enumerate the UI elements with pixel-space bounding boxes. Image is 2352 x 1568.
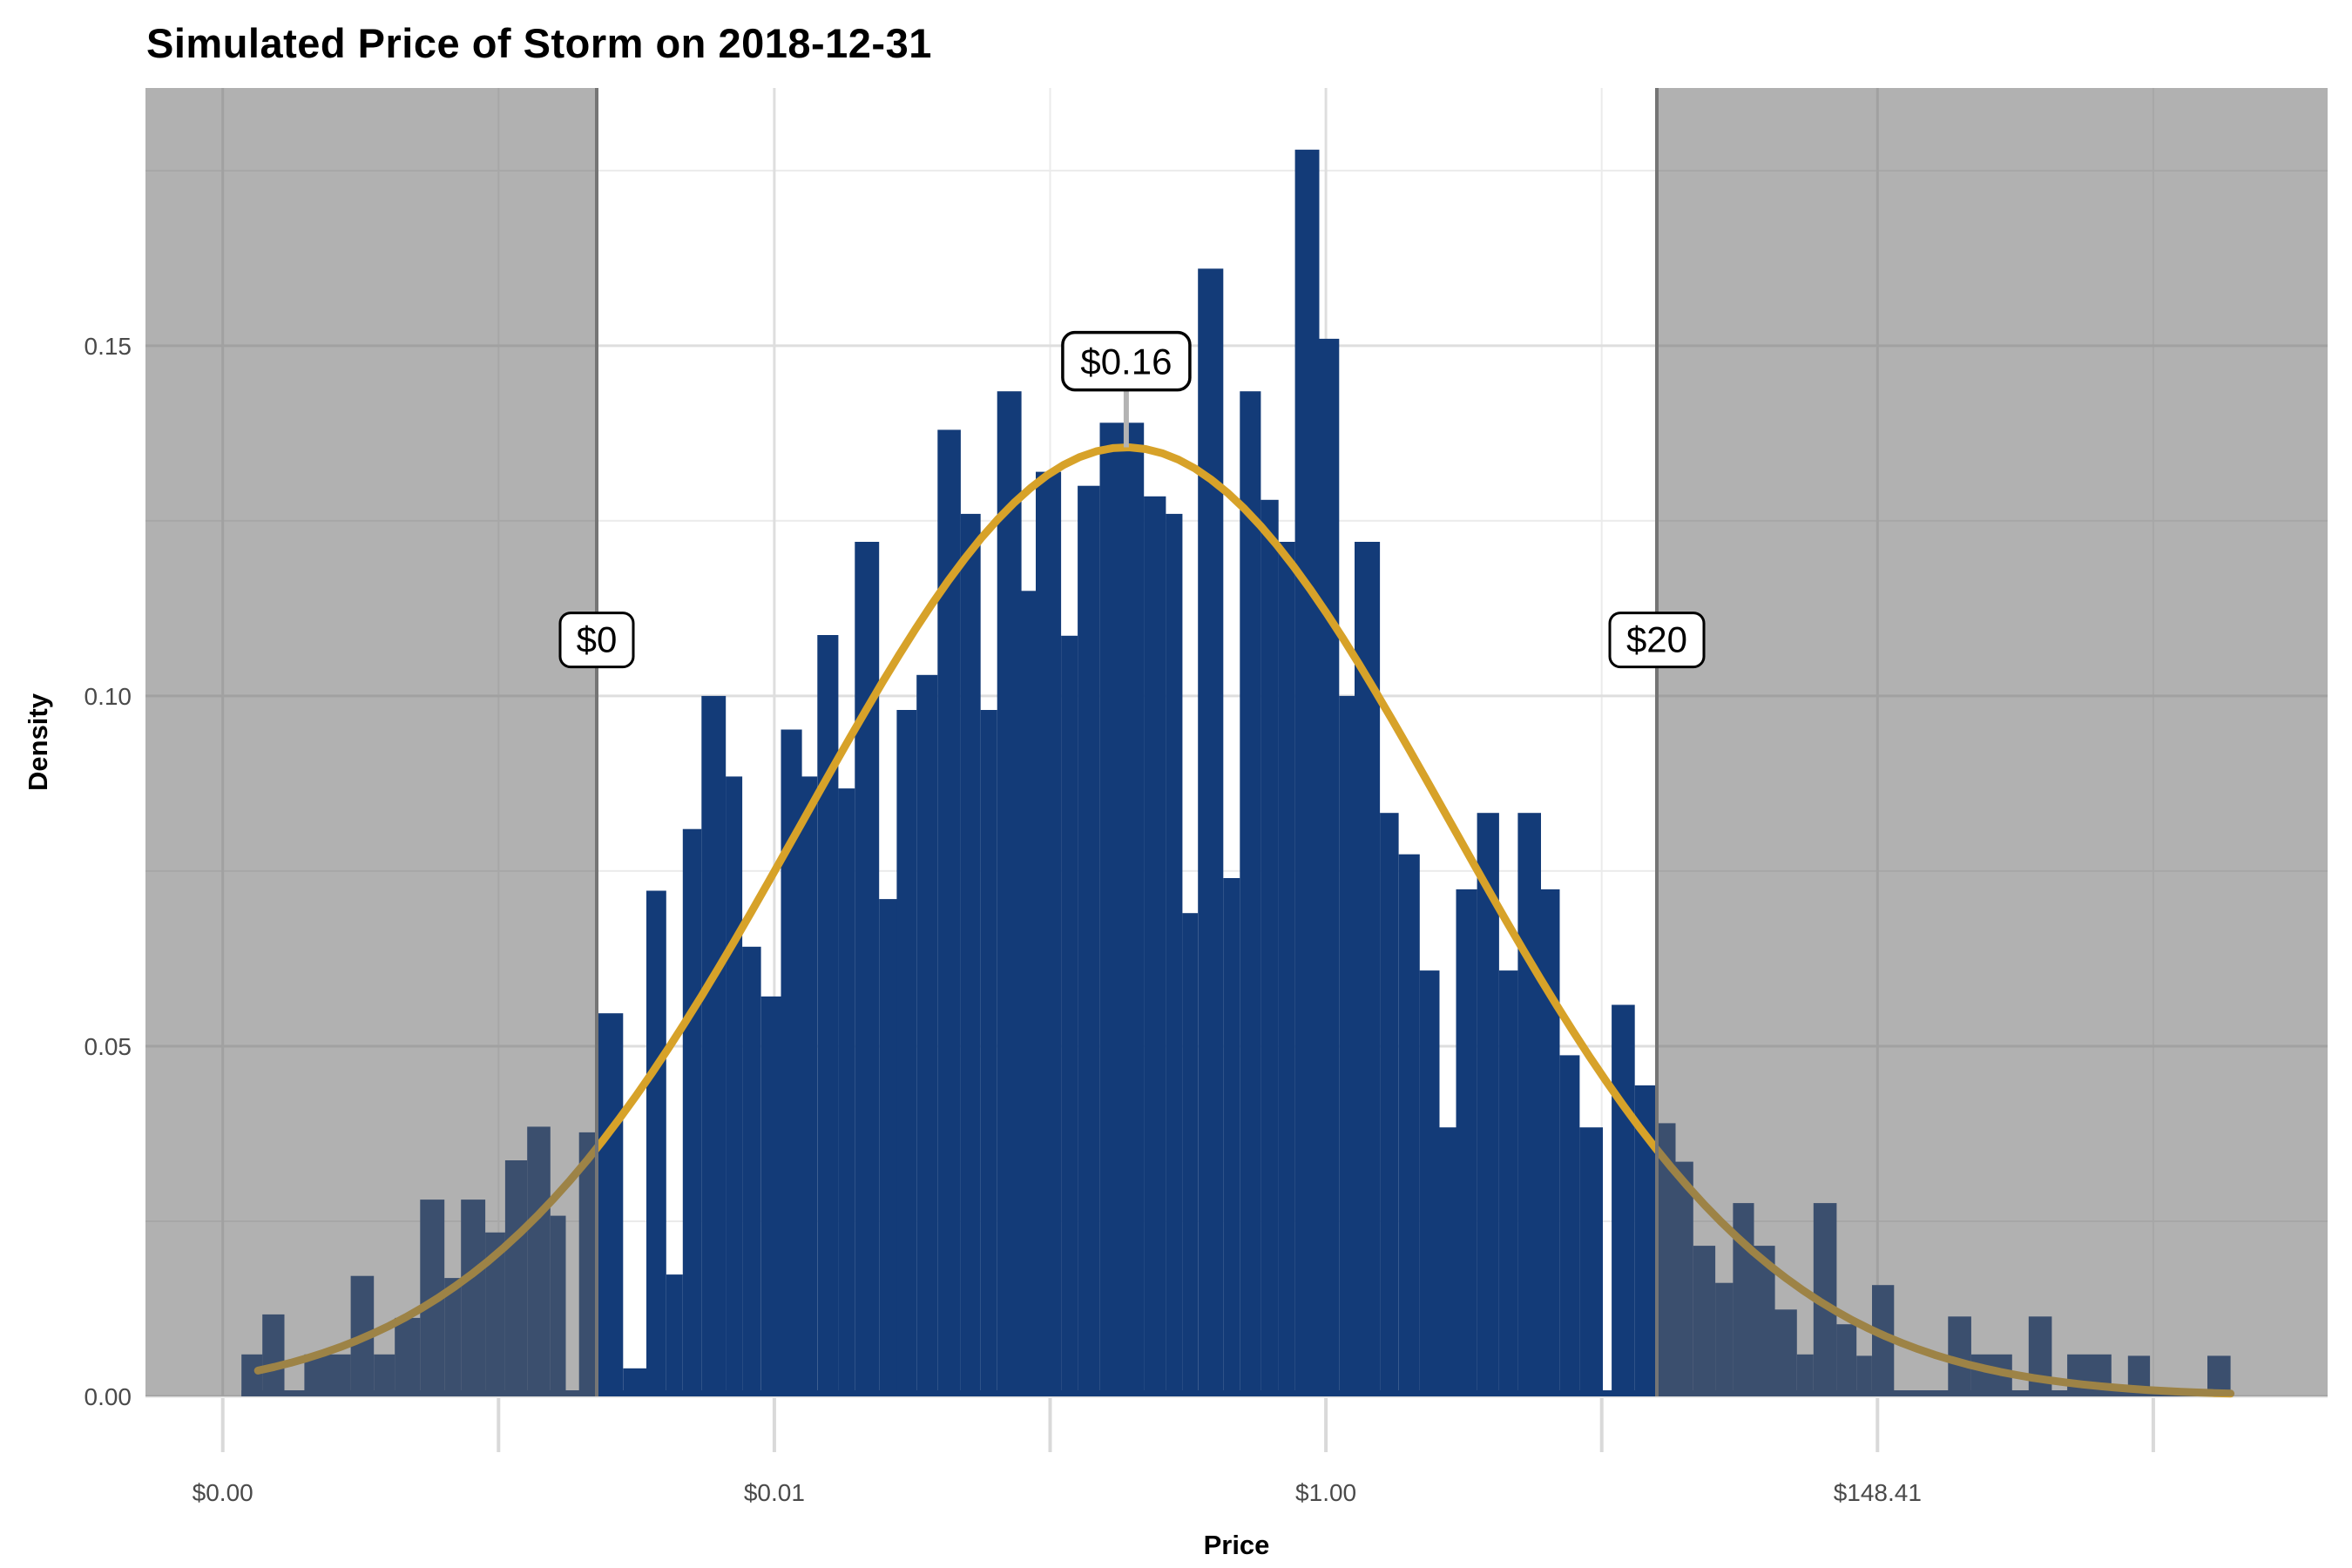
histogram-bar	[1541, 889, 1560, 1396]
above-20-region	[1657, 88, 2328, 1396]
histogram-bar	[1559, 1055, 1580, 1396]
histogram-bar	[598, 1013, 624, 1396]
threshold-label: $20	[1626, 619, 1687, 660]
histogram-bar	[1260, 499, 1279, 1396]
histogram-bar	[916, 674, 938, 1396]
histogram-bar	[1144, 496, 1166, 1396]
y-tick-label: 0.15	[84, 333, 132, 360]
y-tick-label: 0.00	[84, 1383, 132, 1410]
histogram-bar	[646, 890, 666, 1396]
histogram-bar	[1036, 471, 1062, 1396]
histogram-bar	[838, 788, 855, 1396]
below-zero-region	[145, 88, 597, 1396]
histogram-bar	[1456, 889, 1477, 1396]
histogram-bar	[1339, 695, 1355, 1396]
histogram-bar	[879, 899, 897, 1396]
histogram-bar	[1182, 913, 1199, 1396]
histogram-bar	[1021, 591, 1036, 1396]
histogram-baseline	[241, 1390, 2231, 1396]
histogram-bar	[1319, 338, 1340, 1396]
histogram-bar	[1166, 513, 1183, 1396]
histogram-bar	[1223, 878, 1240, 1396]
histogram-bar	[980, 710, 997, 1396]
x-tick-label: $148.41	[1834, 1479, 1922, 1506]
histogram-bar	[1419, 970, 1440, 1396]
histogram-bar	[801, 776, 818, 1396]
histogram-bar	[1078, 485, 1100, 1397]
histogram-bar	[682, 828, 702, 1396]
histogram-bar	[1477, 813, 1499, 1396]
histogram-bar	[742, 946, 761, 1396]
plot-panel: $0.00 $0.01 $1.00 $148.41 0.00 0.05 0.10 0.15 $0…	[84, 88, 2328, 1506]
histogram-bar	[1198, 268, 1224, 1396]
threshold-label-box	[558, 612, 635, 669]
histogram-bar	[1498, 970, 1518, 1396]
histogram-bar	[960, 513, 981, 1396]
x-tick-label: $1.00	[1295, 1479, 1356, 1506]
x-tick-label: $0.01	[744, 1479, 805, 1506]
histogram-bar	[817, 635, 839, 1396]
peak-label: $0.16	[1080, 341, 1172, 382]
histogram-bar	[726, 776, 743, 1396]
histogram-bar	[1380, 813, 1399, 1396]
y-tick-label: 0.05	[84, 1033, 132, 1060]
threshold-label-box	[1608, 612, 1706, 669]
histogram-bar	[855, 542, 880, 1396]
histogram-bar	[1061, 635, 1078, 1396]
histogram-bar	[896, 710, 917, 1396]
histogram-bar	[1294, 149, 1320, 1396]
histogram-bar	[1612, 1004, 1635, 1396]
x-tick-label: $0.00	[193, 1479, 253, 1506]
peak-label-box	[1061, 330, 1192, 392]
threshold-label: $0	[577, 619, 618, 660]
y-axis-title: Density	[23, 693, 53, 791]
histogram-bar	[997, 391, 1022, 1397]
histogram-bar	[1398, 854, 1420, 1396]
histogram-bar	[1099, 422, 1145, 1396]
histogram-bar	[1579, 1127, 1603, 1396]
page-title: Simulated Price of Storm on 2018-12-31	[146, 20, 932, 66]
histogram-bar	[1439, 1127, 1456, 1396]
histogram-bar	[760, 996, 781, 1396]
histogram-bar	[666, 1274, 683, 1396]
histogram-bar	[1240, 391, 1261, 1397]
y-tick-label: 0.10	[84, 683, 132, 710]
histogram-bar	[1517, 813, 1541, 1396]
histogram-bar	[701, 695, 727, 1396]
x-axis-title: Price	[1203, 1530, 1270, 1560]
histogram-bar	[1278, 542, 1295, 1396]
